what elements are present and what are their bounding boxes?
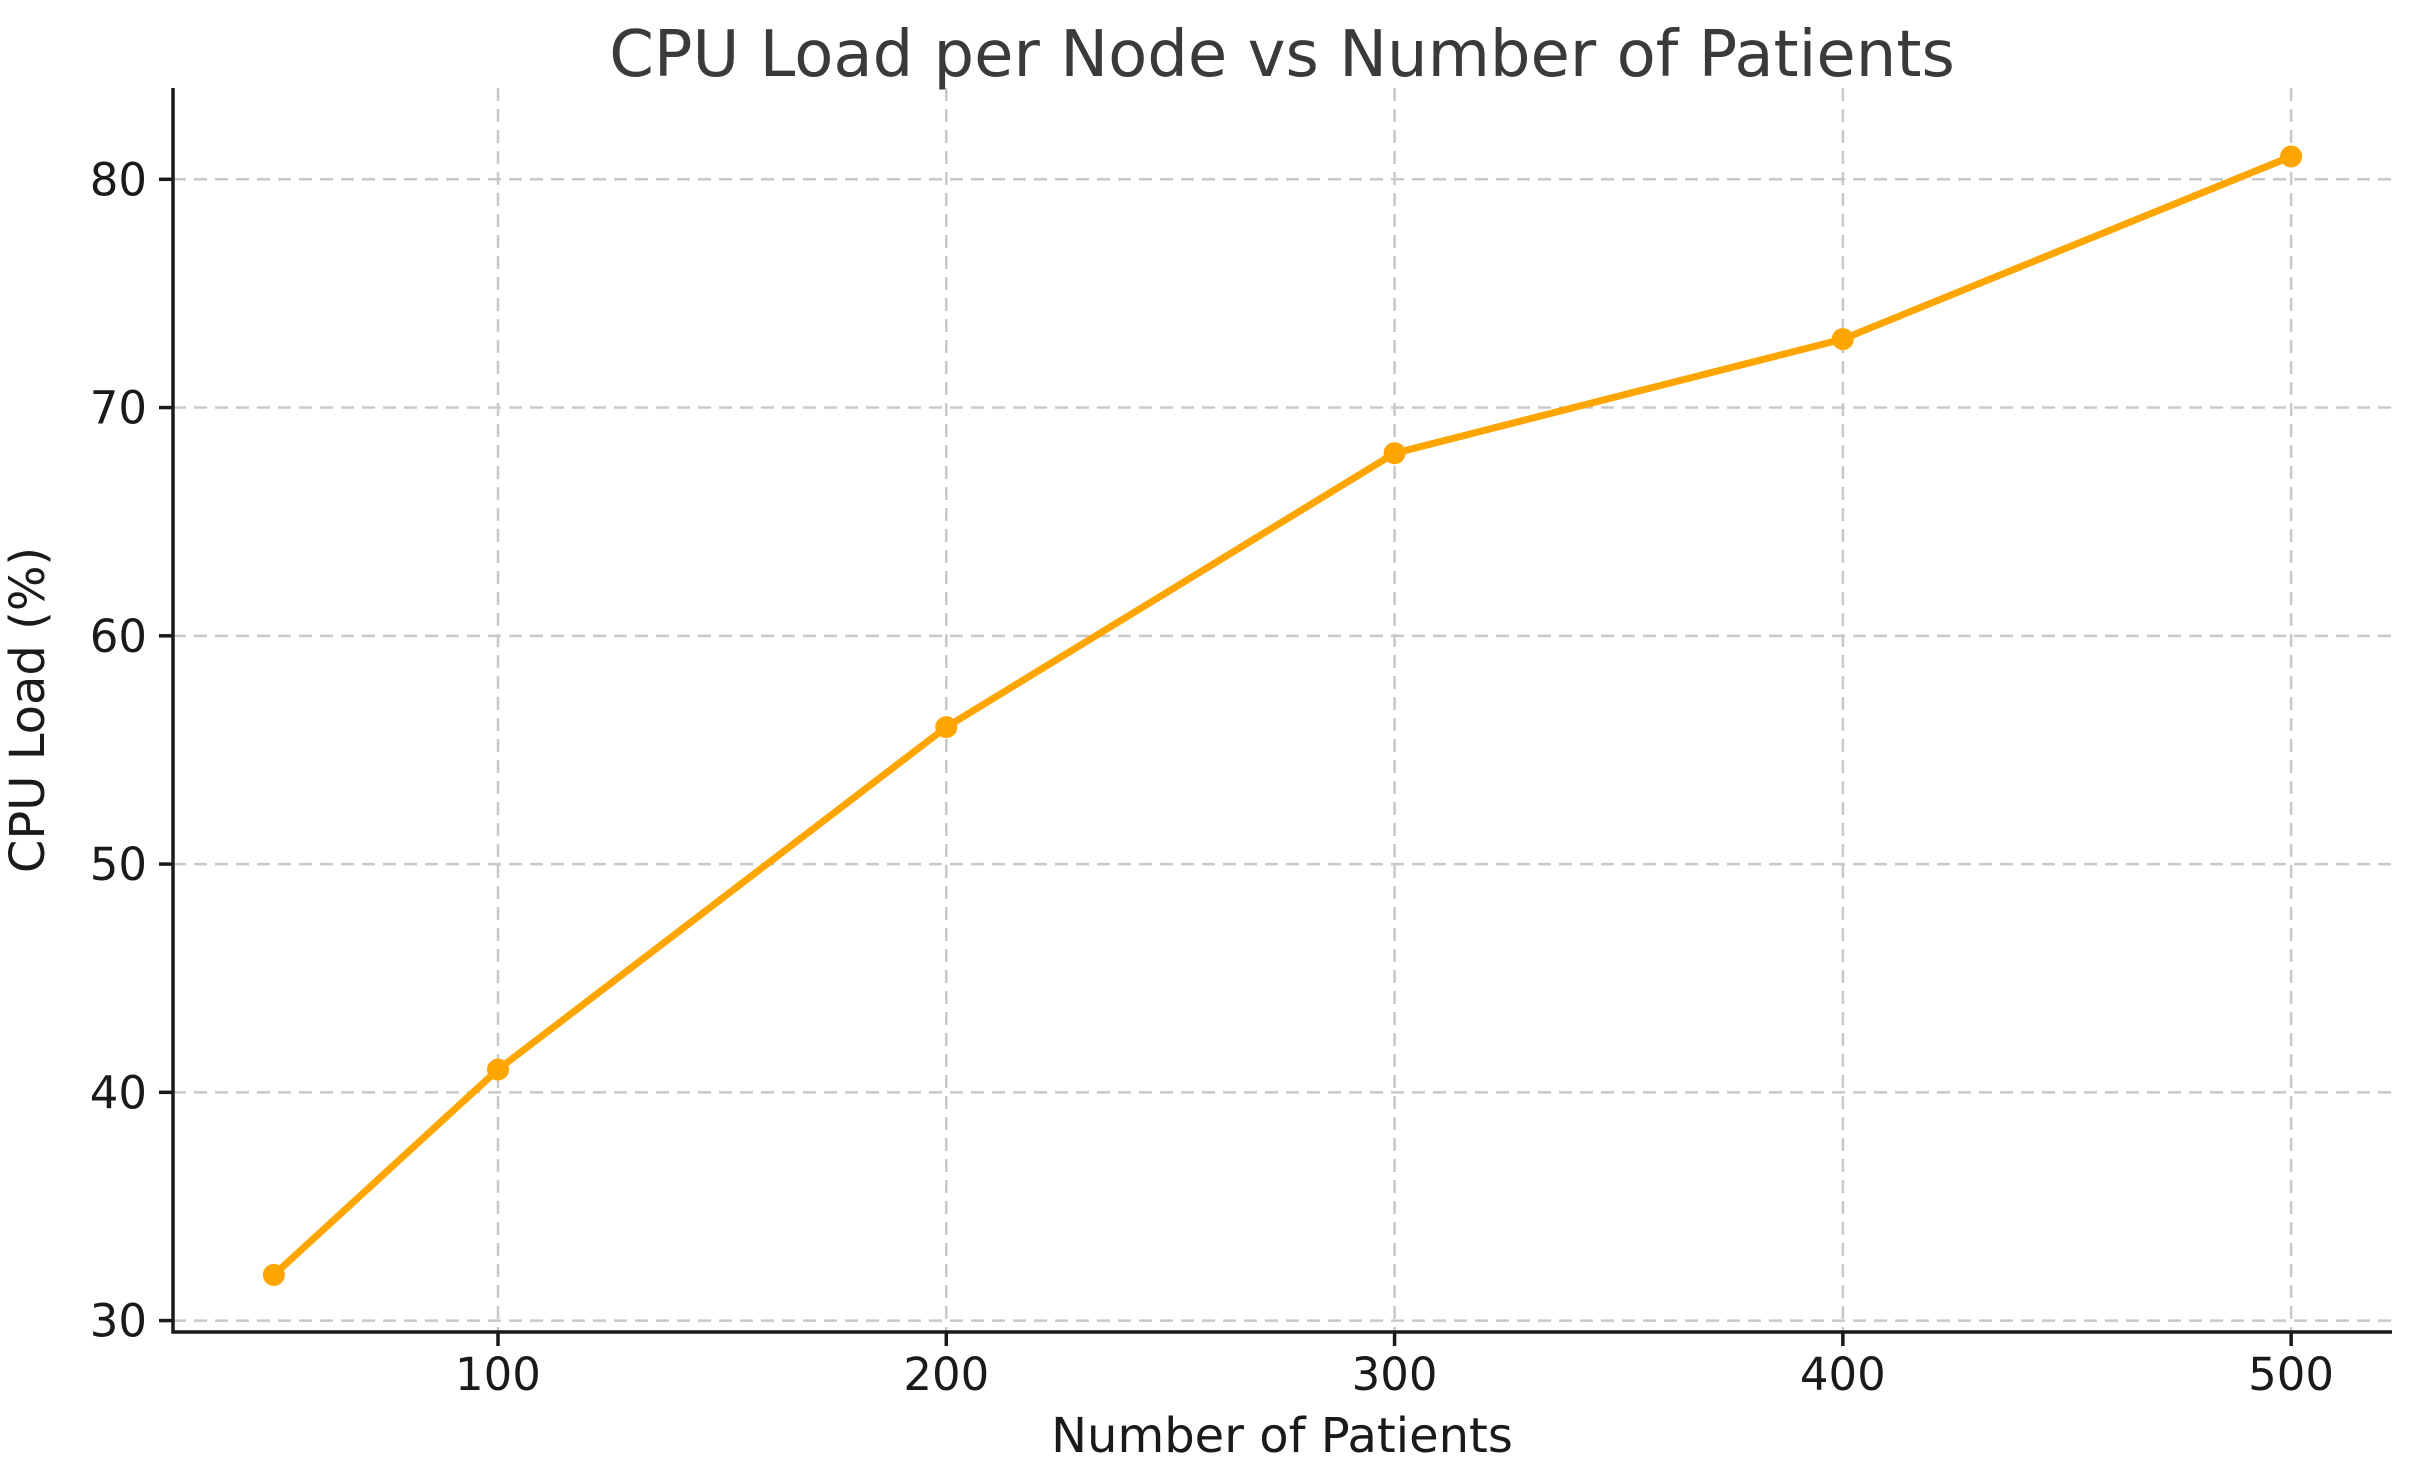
y-tick-label-80: 80 (90, 153, 147, 206)
grid-layer (173, 88, 2392, 1332)
data-point-x300 (1383, 442, 1406, 465)
y-tick-label-70: 70 (90, 382, 147, 435)
data-point-x500 (2280, 145, 2303, 168)
data-point-x100 (487, 1058, 510, 1081)
chart-title: CPU Load per Node vs Number of Patients (609, 18, 1955, 92)
series-line-cpu-load (270, 152, 2295, 1279)
y-tick-label-40: 40 (90, 1066, 147, 1119)
y-axis-label: CPU Load (%) (0, 547, 56, 873)
x-tick-label-500: 500 (2248, 1348, 2334, 1401)
axis-spines (171, 88, 2392, 1334)
x-tick-label-100: 100 (455, 1348, 541, 1401)
data-point-x200 (935, 716, 958, 739)
data-point-x400 (1831, 328, 1854, 351)
axis-layer (159, 88, 2392, 1346)
series-layer (262, 145, 2303, 1286)
data-point-x50 (262, 1263, 285, 1286)
x-tick-label-400: 400 (1800, 1348, 1886, 1401)
y-tick-label-50: 50 (90, 838, 147, 891)
x-tick-label-200: 200 (903, 1348, 989, 1401)
x-tick-label-300: 300 (1352, 1348, 1438, 1401)
y-tick-label-60: 60 (90, 610, 147, 663)
y-tick-label-30: 30 (90, 1295, 147, 1348)
x-axis-label: Number of Patients (1051, 1408, 1513, 1464)
tick-label-layer: 100 200 300 400 500 30 40 50 60 70 80 (90, 153, 2334, 1401)
